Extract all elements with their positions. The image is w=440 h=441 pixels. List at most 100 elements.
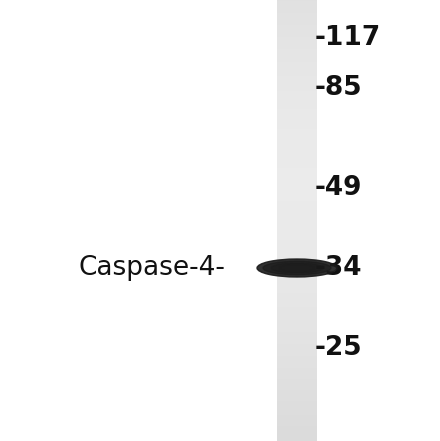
Bar: [277, 100, 317, 102]
Bar: [277, 22, 317, 24]
Bar: [277, 415, 317, 416]
Bar: [277, 220, 317, 222]
Bar: [277, 25, 317, 27]
Bar: [277, 62, 317, 64]
Bar: [277, 438, 317, 440]
Bar: [277, 197, 317, 199]
Bar: [277, 202, 317, 203]
Bar: [277, 166, 317, 168]
Bar: [277, 129, 317, 131]
Bar: [277, 237, 317, 239]
Bar: [277, 382, 317, 384]
Bar: [277, 28, 317, 30]
Bar: [277, 301, 317, 303]
Bar: [277, 329, 317, 331]
Bar: [277, 53, 317, 55]
Bar: [277, 396, 317, 397]
Bar: [277, 369, 317, 371]
Bar: [277, 234, 317, 235]
Bar: [277, 90, 317, 92]
Bar: [277, 440, 317, 441]
Bar: [277, 350, 317, 352]
Bar: [277, 431, 317, 433]
Bar: [277, 213, 317, 215]
Bar: [277, 384, 317, 385]
Bar: [277, 422, 317, 424]
Bar: [277, 31, 317, 33]
Bar: [277, 94, 317, 96]
Bar: [277, 185, 317, 187]
Bar: [277, 281, 317, 283]
Bar: [277, 74, 317, 75]
Bar: [277, 241, 317, 243]
Bar: [277, 217, 317, 220]
Bar: [277, 19, 317, 21]
Bar: [277, 381, 317, 383]
Bar: [277, 294, 317, 296]
Bar: [277, 173, 317, 176]
Bar: [277, 323, 317, 325]
Bar: [277, 162, 317, 164]
Bar: [277, 212, 317, 213]
Bar: [277, 410, 317, 412]
Bar: [277, 40, 317, 41]
Bar: [277, 232, 317, 234]
Text: -85: -85: [315, 75, 363, 101]
Bar: [277, 43, 317, 45]
Bar: [277, 435, 317, 437]
Bar: [277, 360, 317, 362]
Bar: [277, 18, 317, 19]
Bar: [277, 321, 317, 322]
Bar: [277, 326, 317, 328]
Bar: [277, 394, 317, 396]
Bar: [277, 75, 317, 77]
Bar: [277, 228, 317, 230]
Bar: [277, 363, 317, 365]
Bar: [277, 243, 317, 244]
Bar: [277, 65, 317, 67]
Bar: [277, 181, 317, 183]
Bar: [277, 378, 317, 380]
Bar: [277, 179, 317, 181]
Bar: [277, 403, 317, 405]
Bar: [277, 142, 317, 145]
Bar: [277, 299, 317, 300]
Bar: [277, 194, 317, 196]
Bar: [277, 187, 317, 189]
Bar: [277, 239, 317, 242]
Bar: [277, 322, 317, 324]
Text: -34: -34: [315, 255, 363, 281]
Bar: [277, 41, 317, 43]
Bar: [277, 246, 317, 247]
Bar: [277, 56, 317, 58]
Bar: [277, 9, 317, 11]
Bar: [277, 26, 317, 28]
Bar: [277, 304, 317, 306]
Bar: [277, 163, 317, 165]
Bar: [277, 224, 317, 225]
Bar: [277, 423, 317, 425]
Bar: [277, 44, 317, 46]
Bar: [277, 206, 317, 208]
Bar: [277, 188, 317, 190]
Bar: [277, 257, 317, 259]
Bar: [277, 411, 317, 414]
Bar: [277, 50, 317, 52]
Bar: [277, 125, 317, 127]
Bar: [277, 248, 317, 250]
Bar: [277, 91, 317, 93]
Text: -25: -25: [315, 335, 363, 361]
Bar: [277, 345, 317, 348]
Bar: [277, 268, 317, 269]
Text: Caspase-4-: Caspase-4-: [78, 255, 225, 281]
Bar: [277, 134, 317, 136]
Bar: [277, 78, 317, 80]
Bar: [277, 278, 317, 280]
Bar: [277, 6, 317, 8]
Bar: [277, 288, 317, 290]
Bar: [277, 354, 317, 356]
Bar: [277, 7, 317, 9]
Bar: [277, 135, 317, 137]
Bar: [277, 88, 317, 90]
Bar: [277, 307, 317, 309]
